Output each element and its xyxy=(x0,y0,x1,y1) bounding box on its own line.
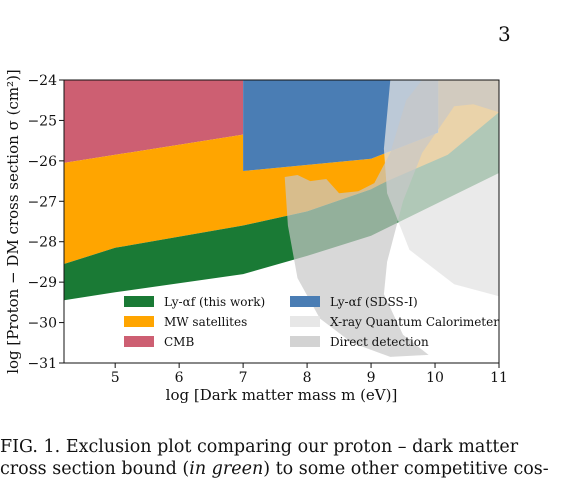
legend-label-direct: Direct detection xyxy=(330,335,429,349)
x-tick-label: 9 xyxy=(367,370,376,386)
x-tick-label: 7 xyxy=(239,370,248,386)
legend-swatch-mw xyxy=(124,316,154,327)
caption-line-2: cross section bound (in green) to some o… xyxy=(0,458,565,480)
x-axis-label: log [Dark matter mass m (eV)] xyxy=(166,386,398,404)
caption-prefix: FIG. 1. xyxy=(0,437,61,457)
plot-frame xyxy=(63,79,500,364)
legend-label-mw: MW satellites xyxy=(164,315,247,329)
x-tick-label: 10 xyxy=(426,370,444,386)
region-direct xyxy=(284,80,499,357)
region-lya_this xyxy=(64,112,499,301)
legend-label-cmb: CMB xyxy=(164,335,194,349)
caption-line-1: FIG. 1. Exclusion plot comparing our pro… xyxy=(0,436,565,458)
legend-label-lya_this: Ly-αf (this work) xyxy=(164,295,265,309)
x-tick-label: 5 xyxy=(111,370,120,386)
figure-caption: FIG. 1. Exclusion plot comparing our pro… xyxy=(0,436,565,480)
region-mw xyxy=(64,80,499,264)
legend-swatch-sdss xyxy=(290,296,320,307)
region-cmb xyxy=(64,80,244,163)
x-tick-label: 6 xyxy=(175,370,184,386)
legend-swatch-cmb xyxy=(124,336,154,347)
x-tick-label: 11 xyxy=(490,370,508,386)
axis-ticks: 5 6 7 8 9 10 11 −24 −25 −26 −27 −28 −29 −30 −31 xyxy=(27,73,507,386)
y-tick-label: −26 xyxy=(27,154,57,170)
y-tick-label: −27 xyxy=(27,194,57,210)
caption-line2-end: ) to some other competitive cos- xyxy=(263,459,549,479)
x-tick-label: 8 xyxy=(303,370,312,386)
y-axis-label: log [Proton − DM cross section σ (cm²)] xyxy=(4,69,22,374)
legend-label-xray: X-ray Quantum Calorimeter xyxy=(330,315,499,329)
y-tick-label: −25 xyxy=(27,113,57,129)
page-number: 3 xyxy=(498,22,511,46)
caption-line2-start: cross section bound ( xyxy=(0,459,190,479)
caption-line1-text: Exclusion plot comparing our proton – da… xyxy=(65,437,519,457)
legend-swatch-lya_this xyxy=(124,296,154,307)
caption-italic-emphasis: in green xyxy=(189,459,264,479)
y-tick-label: −28 xyxy=(27,235,57,251)
exclusion-plot: 5 6 7 8 9 10 11 −24 −25 −26 −27 −28 −29 −30 −31 Ly-αf … xyxy=(4,69,508,404)
exclusion-regions xyxy=(64,80,499,357)
y-tick-label: −31 xyxy=(27,356,57,372)
y-tick-label: −29 xyxy=(27,275,57,291)
legend-swatch-direct xyxy=(290,336,320,347)
legend: Ly-αf (this work) MW satellites CMB Ly-αf (… xyxy=(124,295,499,349)
legend-label-sdss: Ly-αf (SDSS-I) xyxy=(330,295,418,309)
y-tick-label: −24 xyxy=(27,73,57,89)
y-tick-label: −30 xyxy=(27,316,57,332)
legend-swatch-xray xyxy=(290,316,320,327)
